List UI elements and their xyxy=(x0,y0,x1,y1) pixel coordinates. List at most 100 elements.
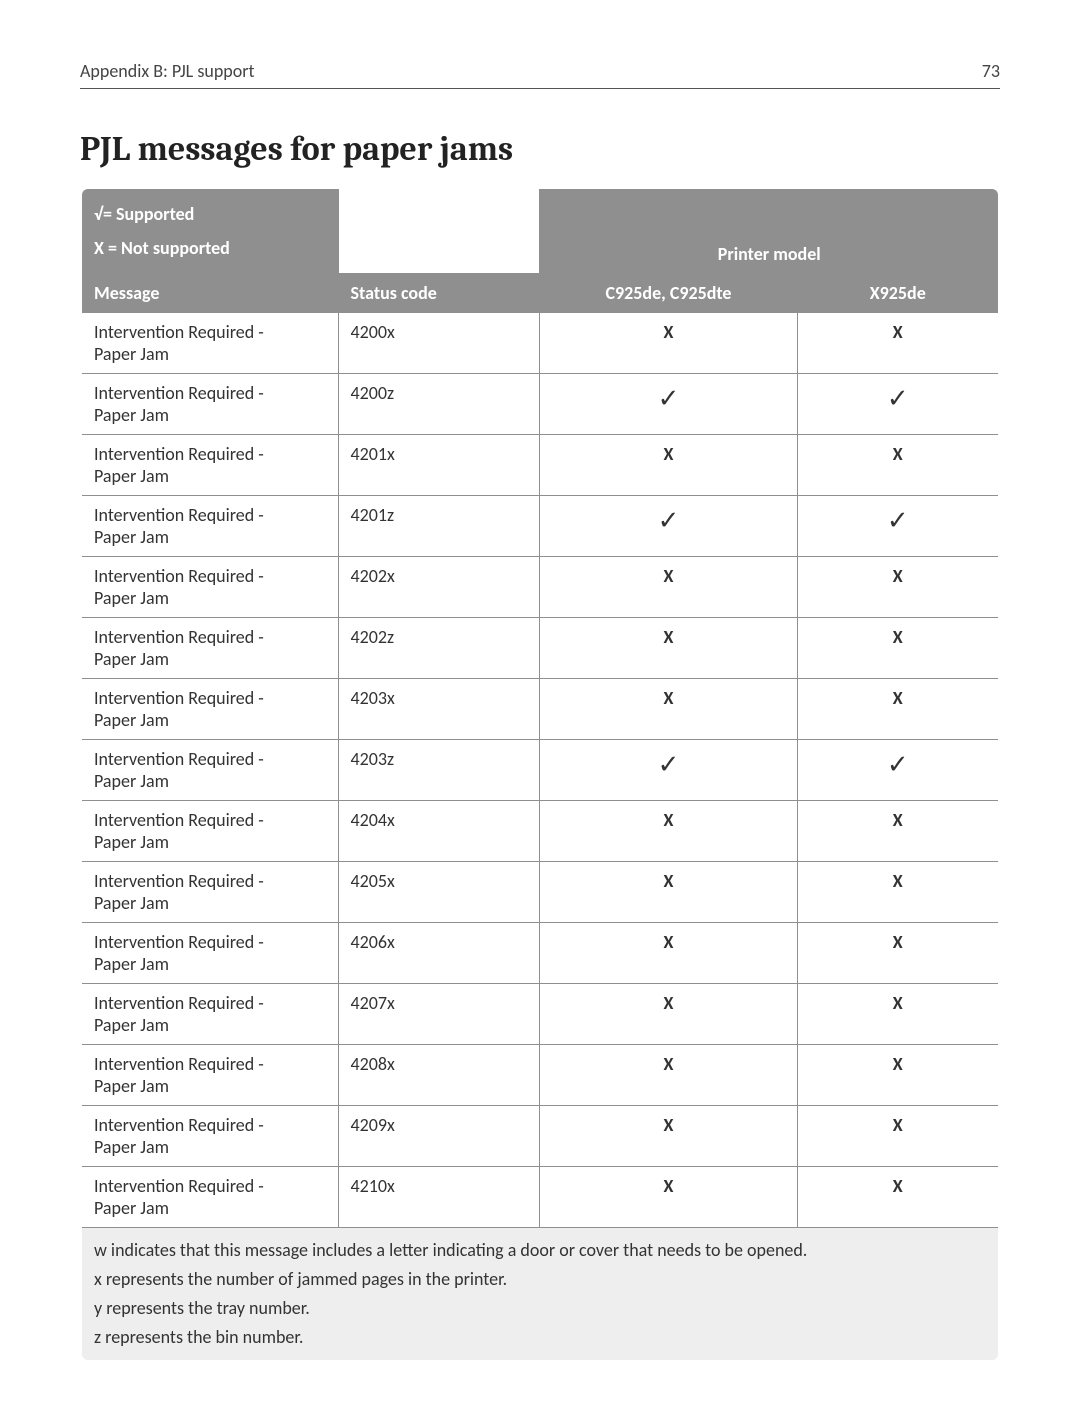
cell-status-code: 4201x xyxy=(338,435,540,496)
cell-a: X xyxy=(540,984,797,1045)
cell-a: X xyxy=(540,557,797,618)
cell-message: Intervention Required - Paper Jam xyxy=(81,923,338,984)
page-number: 73 xyxy=(982,60,1000,82)
header-printer-model: Printer model xyxy=(540,188,999,274)
cell-a: X xyxy=(540,313,797,374)
cell-status-code: 4205x xyxy=(338,862,540,923)
cell-b: X xyxy=(797,801,999,862)
table-row: Intervention Required - Paper Jam4208xXX xyxy=(81,1045,999,1106)
support-table: √= Supported X = Not supported Printer mod… xyxy=(80,187,1000,1362)
cell-b: X xyxy=(797,679,999,740)
cell-a: ✓ xyxy=(540,374,797,435)
cell-b: X xyxy=(797,923,999,984)
table-row: Intervention Required - Paper Jam4204xXX xyxy=(81,801,999,862)
cell-message: Intervention Required - Paper Jam xyxy=(81,435,338,496)
cell-message: Intervention Required - Paper Jam xyxy=(81,984,338,1045)
page-title: PJL messages for paper jams xyxy=(80,129,1000,169)
col-status-code: Status code xyxy=(338,274,540,313)
cell-status-code: 4207x xyxy=(338,984,540,1045)
cell-status-code: 4203z xyxy=(338,740,540,801)
cell-message: Intervention Required - Paper Jam xyxy=(81,496,338,557)
cell-message: Intervention Required - Paper Jam xyxy=(81,618,338,679)
cell-b: ✓ xyxy=(797,496,999,557)
cell-message: Intervention Required - Paper Jam xyxy=(81,740,338,801)
cell-a: ✓ xyxy=(540,496,797,557)
cell-message: Intervention Required - Paper Jam xyxy=(81,374,338,435)
cell-status-code: 4200z xyxy=(338,374,540,435)
cell-a: X xyxy=(540,1106,797,1167)
table-row: Intervention Required - Paper Jam4209xXX xyxy=(81,1106,999,1167)
table-row: Intervention Required - Paper Jam4207xXX xyxy=(81,984,999,1045)
cell-message: Intervention Required - Paper Jam xyxy=(81,801,338,862)
table-row: Intervention Required - Paper Jam4206xXX xyxy=(81,923,999,984)
check-icon: ✓ xyxy=(887,504,909,536)
check-icon: ✓ xyxy=(887,382,909,414)
cell-b: X xyxy=(797,1167,999,1228)
cell-a: X xyxy=(540,862,797,923)
cell-a: X xyxy=(540,618,797,679)
table-row: Intervention Required - Paper Jam4202xXX xyxy=(81,557,999,618)
running-header: Appendix B: PJL support 73 xyxy=(80,60,1000,89)
cell-b: X xyxy=(797,618,999,679)
check-icon: ✓ xyxy=(658,504,680,536)
cell-a: X xyxy=(540,923,797,984)
cell-b: X xyxy=(797,435,999,496)
cell-b: X xyxy=(797,1106,999,1167)
cell-message: Intervention Required - Paper Jam xyxy=(81,313,338,374)
cell-message: Intervention Required - Paper Jam xyxy=(81,1106,338,1167)
cell-status-code: 4203x xyxy=(338,679,540,740)
legend-supported: = Supported xyxy=(103,203,194,225)
cell-status-code: 4209x xyxy=(338,1106,540,1167)
cell-b: ✓ xyxy=(797,374,999,435)
cell-a: X xyxy=(540,435,797,496)
cell-status-code: 4202x xyxy=(338,557,540,618)
cell-message: Intervention Required - Paper Jam xyxy=(81,1045,338,1106)
cell-b: X xyxy=(797,862,999,923)
cell-b: ✓ xyxy=(797,740,999,801)
cell-a: X xyxy=(540,1045,797,1106)
cell-b: X xyxy=(797,1045,999,1106)
col-model-b: X925de xyxy=(797,274,999,313)
col-model-a: C925de, C925dte xyxy=(540,274,797,313)
cell-status-code: 4200x xyxy=(338,313,540,374)
table-row: Intervention Required - Paper Jam4201xXX xyxy=(81,435,999,496)
cell-a: X xyxy=(540,1167,797,1228)
cell-status-code: 4206x xyxy=(338,923,540,984)
table-footnotes: w indicates that this message includes a… xyxy=(81,1228,999,1361)
cell-b: X xyxy=(797,984,999,1045)
table-row: Intervention Required - Paper Jam4205xXX xyxy=(81,862,999,923)
cell-status-code: 4201z xyxy=(338,496,540,557)
check-icon: ✓ xyxy=(658,382,680,414)
table-row: Intervention Required - Paper Jam4201z ✓ ✓ xyxy=(81,496,999,557)
footnote-line: w indicates that this message includes a… xyxy=(94,1236,986,1265)
cell-message: Intervention Required - Paper Jam xyxy=(81,679,338,740)
cell-a: X xyxy=(540,801,797,862)
table-row: Intervention Required - Paper Jam4203xXX xyxy=(81,679,999,740)
table-row: Intervention Required - Paper Jam4200xXX xyxy=(81,313,999,374)
footnote-line: z represents the bin number. xyxy=(94,1323,986,1352)
cell-message: Intervention Required - Paper Jam xyxy=(81,1167,338,1228)
footnote-line: y represents the tray number. xyxy=(94,1294,986,1323)
header-blank xyxy=(338,188,540,274)
cell-message: Intervention Required - Paper Jam xyxy=(81,557,338,618)
cell-message: Intervention Required - Paper Jam xyxy=(81,862,338,923)
legend-cell: √= Supported X = Not supported xyxy=(81,188,338,274)
check-icon: ✓ xyxy=(658,748,680,780)
cell-a: X xyxy=(540,679,797,740)
cell-a: ✓ xyxy=(540,740,797,801)
table-row: Intervention Required - Paper Jam4210xXX xyxy=(81,1167,999,1228)
cell-status-code: 4202z xyxy=(338,618,540,679)
running-header-text: Appendix B: PJL support xyxy=(80,60,255,82)
check-icon: ✓ xyxy=(887,748,909,780)
cell-b: X xyxy=(797,557,999,618)
table-row: Intervention Required - Paper Jam4203z ✓ ✓ xyxy=(81,740,999,801)
cell-status-code: 4204x xyxy=(338,801,540,862)
table-row: Intervention Required - Paper Jam4202zXX xyxy=(81,618,999,679)
col-message: Message xyxy=(81,274,338,313)
check-icon: √ xyxy=(94,203,103,225)
table-row: Intervention Required - Paper Jam4200z ✓ ✓ xyxy=(81,374,999,435)
legend-not-supported: X = Not supported xyxy=(94,231,326,265)
cell-b: X xyxy=(797,313,999,374)
cell-status-code: 4210x xyxy=(338,1167,540,1228)
cell-status-code: 4208x xyxy=(338,1045,540,1106)
